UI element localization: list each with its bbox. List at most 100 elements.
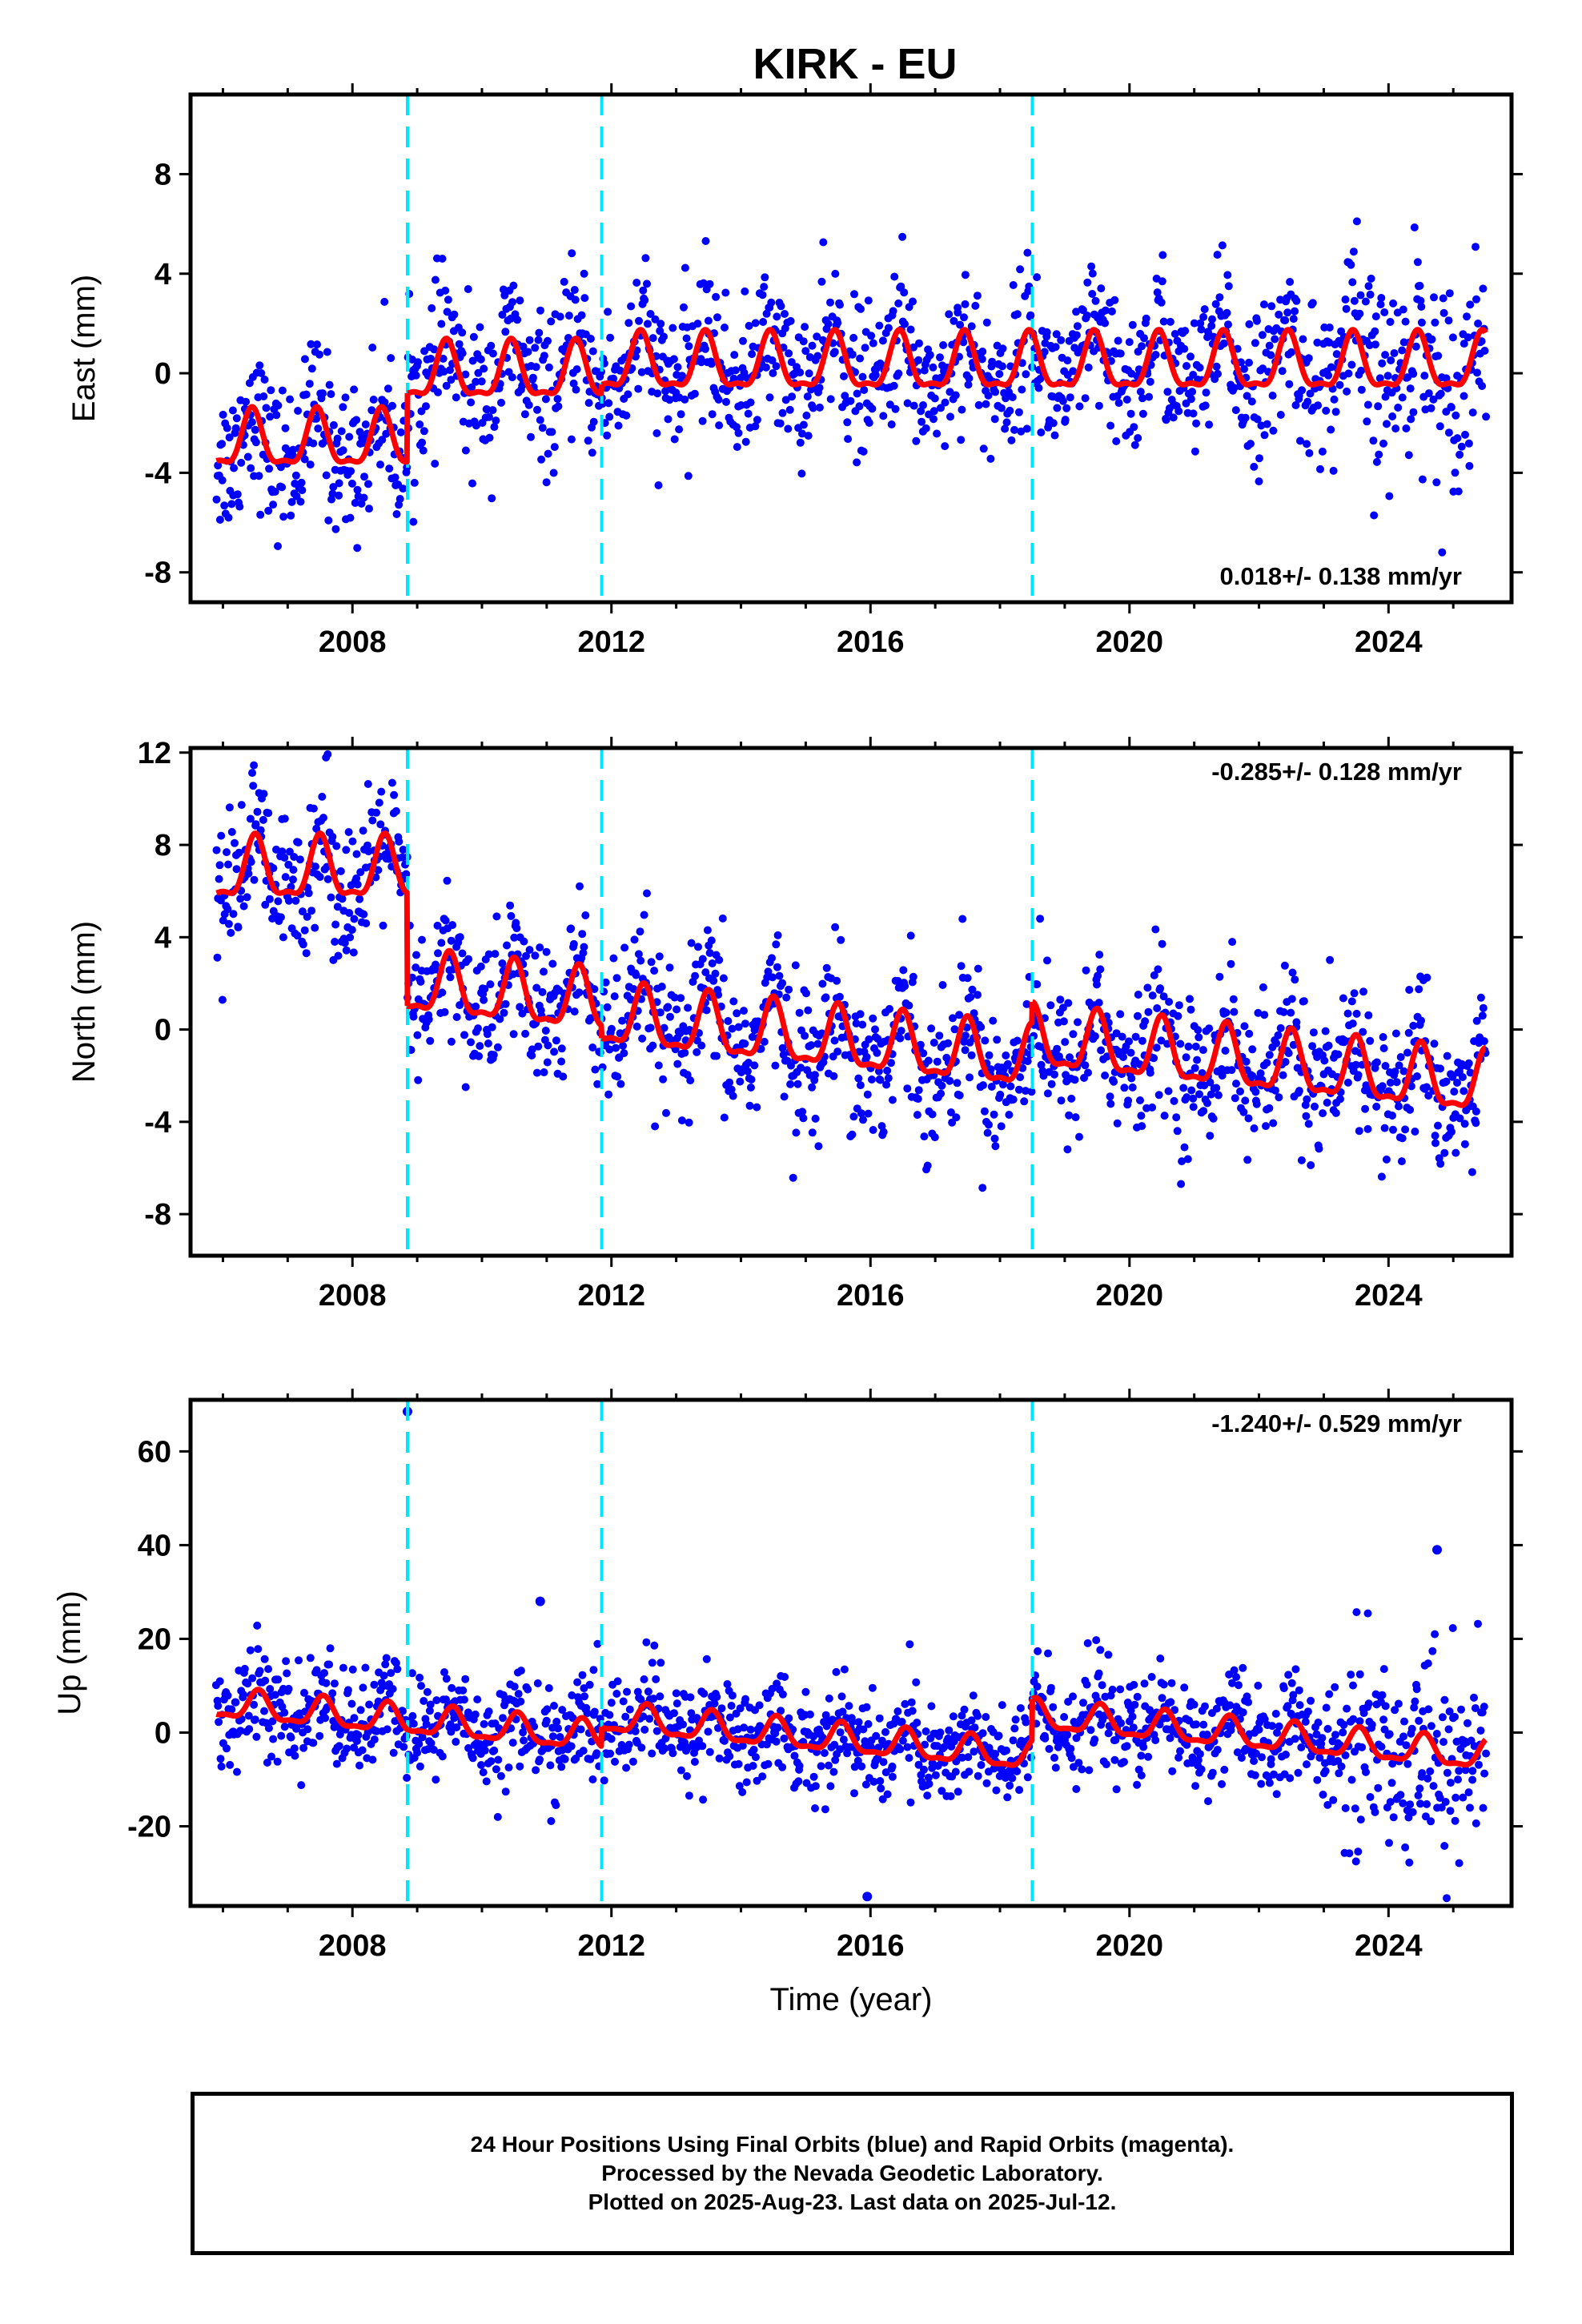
data-point [488, 494, 496, 503]
data-point [1314, 1719, 1323, 1727]
data-point [1341, 296, 1350, 304]
data-point [269, 501, 278, 509]
data-point [1359, 1027, 1367, 1036]
data-point [792, 1128, 801, 1137]
data-point [1297, 1156, 1306, 1164]
data-point [974, 991, 982, 999]
data-point [1022, 1718, 1030, 1727]
data-point [874, 1067, 883, 1076]
data-point [1377, 1172, 1386, 1181]
data-point [267, 1752, 275, 1761]
data-point [290, 1744, 299, 1753]
data-point [1363, 417, 1371, 426]
data-point [223, 848, 231, 857]
data-point [295, 855, 304, 864]
data-point [328, 489, 337, 498]
data-point [1315, 1753, 1324, 1762]
data-point [1307, 1161, 1315, 1169]
data-point [265, 895, 274, 903]
data-point [1432, 1730, 1441, 1738]
data-point [1137, 1112, 1146, 1120]
data-point [361, 420, 370, 428]
data-point [408, 1669, 416, 1678]
data-point [648, 1659, 656, 1667]
data-point [793, 1080, 802, 1088]
data-point [970, 1747, 978, 1756]
data-point [266, 1685, 275, 1693]
data-point [944, 1734, 953, 1743]
data-point [215, 875, 223, 883]
data-point [1440, 1148, 1449, 1157]
data-point [743, 1067, 752, 1076]
data-point [1037, 428, 1046, 436]
data-point [1385, 492, 1394, 501]
data-point [1236, 1087, 1244, 1096]
data-point [662, 1108, 670, 1117]
data-point [1464, 333, 1472, 342]
data-point [352, 850, 361, 858]
data-point [280, 1708, 289, 1717]
data-point [556, 1733, 564, 1741]
data-point [913, 1719, 921, 1727]
data-point [543, 1058, 552, 1067]
data-point [928, 1110, 937, 1119]
data-point [247, 858, 255, 866]
data-point [557, 1044, 566, 1053]
data-point [487, 341, 496, 350]
data-point [368, 816, 377, 825]
data-point [1180, 344, 1189, 353]
y-tick-label: 12 [138, 737, 171, 770]
data-point [1033, 1683, 1042, 1691]
data-point [1480, 1769, 1489, 1778]
data-point [931, 1771, 940, 1779]
data-point [216, 1755, 225, 1763]
data-point [271, 1691, 279, 1699]
data-point [669, 1749, 677, 1758]
data-point [1386, 1078, 1395, 1087]
data-point [1262, 1122, 1270, 1131]
data-point [605, 1711, 614, 1719]
data-point [447, 936, 456, 945]
data-point [1072, 331, 1081, 340]
data-point [1259, 983, 1267, 991]
data-point [1435, 422, 1444, 431]
data-point [516, 1762, 524, 1771]
data-point [1391, 424, 1400, 433]
data-point [1379, 1033, 1387, 1041]
data-point [349, 948, 358, 957]
data-point [524, 348, 532, 356]
data-point [1176, 1039, 1185, 1048]
data-point [1336, 1095, 1344, 1104]
data-point [1303, 1760, 1311, 1769]
data-point [507, 911, 516, 920]
data-point [1187, 1086, 1196, 1095]
data-point [1058, 1003, 1067, 1012]
data-point [364, 480, 372, 489]
data-point [873, 1048, 881, 1057]
data-point [480, 1719, 488, 1728]
data-point [805, 369, 813, 378]
data-point [708, 410, 717, 419]
data-point [1053, 404, 1062, 412]
data-point [1092, 1636, 1101, 1645]
data-point [567, 924, 576, 933]
data-point [1460, 340, 1468, 348]
data-point [335, 1742, 343, 1751]
data-point [957, 436, 966, 444]
data-point [1253, 316, 1261, 325]
data-point [424, 1015, 433, 1023]
data-point [1423, 1774, 1432, 1783]
data-point [284, 1684, 293, 1693]
data-point [909, 343, 917, 352]
data-point [575, 988, 584, 997]
data-point [1364, 1699, 1373, 1708]
data-point [1371, 340, 1379, 349]
data-point [522, 951, 530, 960]
data-point [291, 896, 300, 905]
data-point [1477, 337, 1486, 346]
data-point [1009, 1736, 1018, 1745]
data-point [801, 323, 809, 332]
data-point [930, 407, 938, 416]
data-point [1127, 1074, 1136, 1083]
data-point [607, 1735, 616, 1743]
